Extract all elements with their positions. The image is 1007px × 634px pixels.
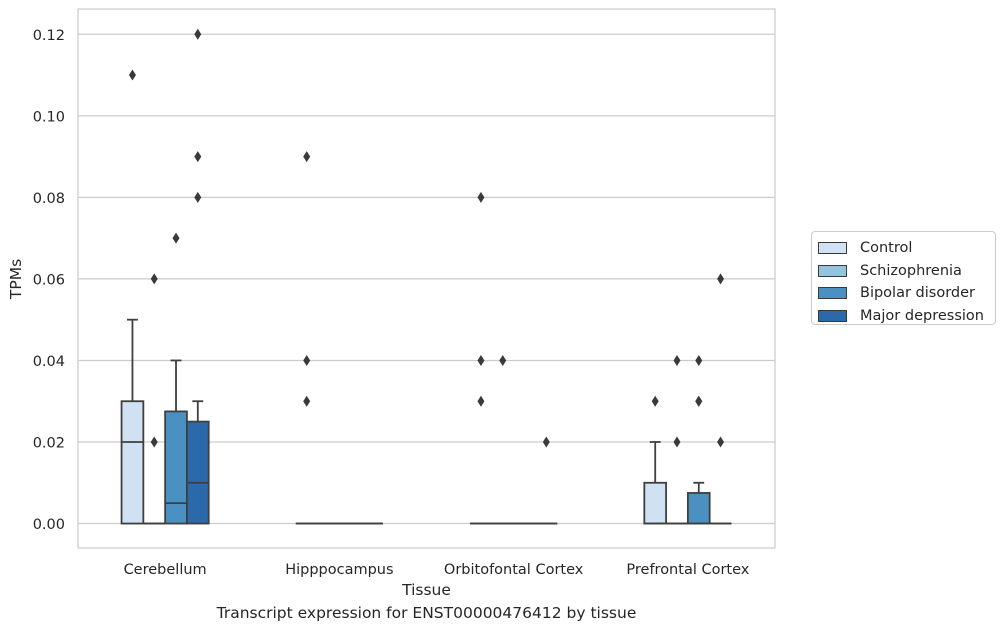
legend-item: Control	[818, 237, 995, 260]
outlier-point	[673, 354, 681, 366]
legend-item: Major depression	[818, 305, 995, 328]
y-tick-label: 0.06	[33, 272, 65, 288]
x-axis-ticks: Cerebellum Hipppocampus Orbitofontal Corte…	[124, 562, 750, 578]
box	[164, 410, 188, 525]
x-tick-label: Orbitofontal Cortex	[444, 562, 584, 578]
box	[686, 492, 711, 525]
x-tick-label: Cerebellum	[124, 562, 207, 578]
outlier-point	[542, 436, 550, 448]
y-tick-label: 0.10	[33, 109, 65, 125]
box-major-depression	[186, 28, 210, 525]
legend-item: Bipolar disorder	[818, 282, 995, 305]
outlier-point	[717, 273, 725, 285]
outlier-point	[717, 436, 725, 448]
box-schizophrenia	[491, 354, 514, 525]
legend-swatch	[818, 264, 847, 277]
outlier-point	[695, 354, 703, 366]
box	[643, 481, 667, 525]
outlier-point	[499, 354, 507, 366]
outlier-point	[303, 395, 311, 407]
box-schizophrenia	[666, 354, 688, 525]
outlier-point	[695, 395, 703, 407]
box	[120, 400, 145, 525]
outlier-point	[673, 436, 681, 448]
legend-label: Control	[860, 240, 913, 257]
legend-label: Bipolar disorder	[860, 285, 975, 302]
legend-label: Schizophrenia	[860, 262, 962, 279]
plot-frame	[77, 8, 776, 549]
y-tick-label: 0.04	[33, 354, 65, 370]
y-axis-label: TPMs	[7, 259, 25, 300]
box	[186, 420, 210, 525]
outlier-point	[194, 28, 202, 40]
box-bipolar-disorder	[164, 232, 188, 525]
x-tick-label: Hipppocampus	[285, 562, 393, 578]
outlier-point	[477, 395, 485, 407]
y-axis-ticks: 0.00 0.02 0.04 0.06 0.08 0.10 0.12	[33, 28, 65, 533]
chart-legend: Control Schizophrenia Bipolar disorder Majo…	[811, 231, 996, 325]
outlier-point	[477, 354, 485, 366]
legend-label: Major depression	[860, 307, 984, 324]
box-schizophrenia	[143, 273, 166, 525]
y-tick-label: 0.00	[33, 517, 65, 533]
x-tick-label: Prefrontal Cortex	[626, 562, 749, 578]
outlier-point	[172, 232, 180, 244]
box-major-depression	[709, 273, 732, 525]
outlier-point	[128, 69, 136, 81]
legend-item: Schizophrenia	[818, 260, 995, 283]
y-tick-label: 0.08	[33, 191, 65, 207]
box-plot-series	[120, 28, 732, 525]
legend-swatch	[818, 309, 847, 322]
outlier-point	[303, 151, 311, 163]
outlier-point	[303, 354, 311, 366]
y-tick-label: 0.02	[33, 435, 65, 451]
outlier-point	[651, 395, 659, 407]
x-axis-label: Tissue	[401, 581, 451, 599]
y-tick-label: 0.12	[33, 28, 65, 44]
box-bipolar-disorder	[686, 354, 711, 525]
box-major-depression	[535, 436, 558, 525]
legend-swatch	[818, 287, 847, 300]
box-control	[470, 191, 492, 525]
box-control	[295, 151, 318, 525]
legend-swatch	[818, 242, 847, 255]
box-control	[643, 395, 667, 525]
outlier-point	[150, 273, 158, 285]
outlier-point	[194, 151, 202, 163]
outlier-point	[150, 436, 158, 448]
box-control	[120, 69, 145, 525]
outlier-point	[194, 191, 202, 203]
outlier-point	[477, 191, 485, 203]
chart-caption: Transcript expression for ENST0000047641…	[216, 604, 637, 622]
